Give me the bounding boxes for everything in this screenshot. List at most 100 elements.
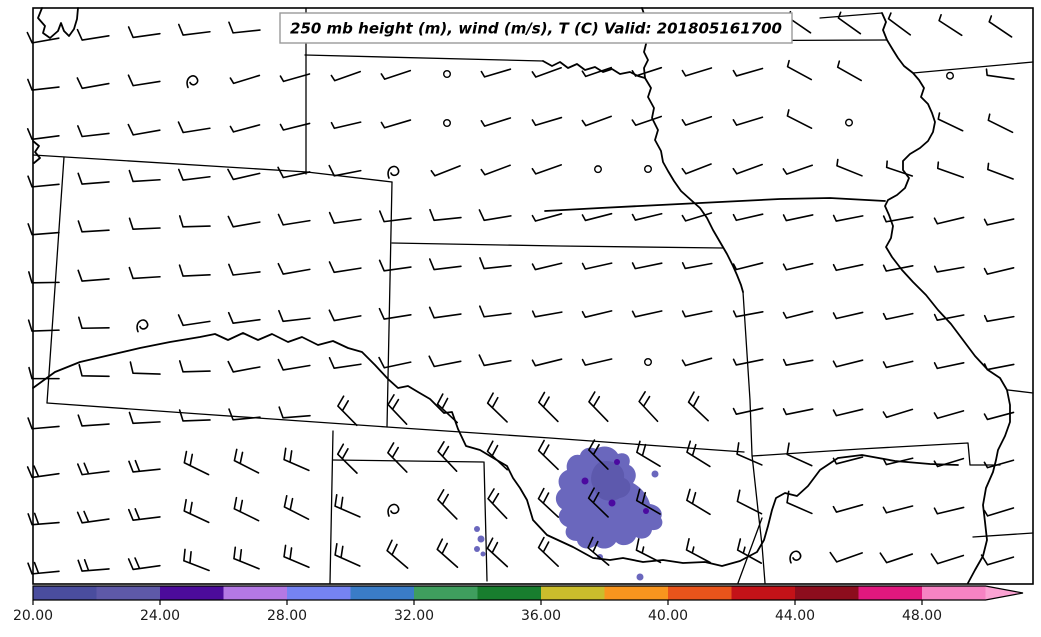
wind-barb bbox=[328, 356, 362, 370]
wind-barb bbox=[635, 538, 662, 564]
wind-barb bbox=[429, 208, 462, 222]
wind-barb bbox=[436, 393, 459, 424]
wind-barb bbox=[328, 261, 362, 274]
state-border-line bbox=[304, 54, 544, 62]
wind-barb bbox=[732, 310, 764, 318]
state-border-line bbox=[912, 61, 1034, 74]
wind-barb bbox=[328, 309, 362, 322]
wind-barb bbox=[277, 213, 311, 226]
wind-barb bbox=[732, 407, 764, 415]
wind-barb bbox=[587, 536, 610, 566]
wind-barb bbox=[687, 391, 709, 422]
state-border-line bbox=[46, 156, 65, 404]
wind-barb bbox=[183, 498, 210, 524]
state-border-line bbox=[46, 402, 745, 453]
wind-barb bbox=[988, 15, 1013, 38]
wind-barb bbox=[581, 262, 613, 270]
wind-barb bbox=[736, 489, 763, 515]
colorbar-tick-label: 20.00 bbox=[13, 608, 53, 624]
wind-barb bbox=[378, 356, 412, 369]
wind-barb bbox=[581, 310, 613, 319]
river-line bbox=[37, 7, 79, 39]
wind-barb bbox=[486, 392, 508, 423]
wind-barb bbox=[378, 259, 412, 272]
wind-barb bbox=[128, 266, 161, 280]
river-line bbox=[542, 60, 646, 79]
wind-barb bbox=[531, 310, 563, 318]
wind-barb bbox=[27, 78, 60, 91]
wind-barb bbox=[782, 408, 814, 416]
plot-border bbox=[32, 7, 1034, 585]
wind-barb bbox=[531, 213, 563, 222]
wind-barb bbox=[378, 210, 412, 223]
calm-wind-circle bbox=[443, 118, 452, 127]
wind-barb bbox=[681, 357, 713, 367]
wind-barb bbox=[77, 414, 110, 427]
wind-barb bbox=[782, 358, 814, 367]
wind-barb bbox=[436, 538, 459, 569]
wind-barb bbox=[933, 506, 965, 515]
colorbar-segment bbox=[795, 586, 859, 600]
wind-barb bbox=[531, 66, 562, 78]
wind-barb bbox=[531, 358, 563, 367]
wind-barb bbox=[837, 11, 862, 35]
wind-barb bbox=[78, 363, 110, 378]
wind-barb bbox=[930, 553, 965, 565]
wind-barb bbox=[378, 307, 412, 320]
wind-barb bbox=[732, 358, 764, 366]
wind-barb bbox=[178, 409, 211, 422]
colorbar-segment bbox=[96, 586, 161, 600]
wind-barb bbox=[76, 510, 110, 524]
wind-barb bbox=[736, 442, 763, 466]
wind-barb bbox=[581, 358, 613, 366]
wind-barb bbox=[983, 218, 1015, 226]
wind-barb bbox=[27, 512, 60, 526]
wind-barb bbox=[27, 417, 60, 430]
wind-barb bbox=[233, 448, 260, 474]
wind-barb bbox=[334, 494, 361, 518]
shaded-region-core-dot bbox=[608, 499, 616, 507]
wind-barb bbox=[732, 116, 764, 126]
wind-barb bbox=[832, 214, 864, 222]
colorbar-segment bbox=[287, 586, 351, 600]
shaded-region-core-dot bbox=[643, 508, 649, 514]
colorbar-segment bbox=[541, 586, 605, 600]
wind-barb bbox=[980, 554, 1015, 566]
wind-barb bbox=[879, 552, 914, 564]
wind-barb bbox=[283, 494, 310, 520]
wind-barb bbox=[836, 60, 862, 82]
wind-barb bbox=[127, 26, 161, 39]
wind-barb bbox=[686, 488, 711, 516]
colorbar-segment bbox=[731, 586, 796, 600]
colorbar-tick-label: 48.00 bbox=[902, 608, 942, 624]
wind-barb bbox=[183, 450, 210, 476]
wind-barb bbox=[227, 360, 261, 373]
shaded-region-satellite bbox=[480, 551, 486, 557]
wind-barb bbox=[26, 128, 60, 141]
wind-barb bbox=[983, 314, 1015, 323]
wind-barb bbox=[685, 538, 712, 564]
wind-barb bbox=[933, 457, 965, 468]
wind-barb bbox=[77, 220, 110, 233]
state-border-line bbox=[819, 12, 883, 19]
wind-barb bbox=[832, 359, 864, 368]
calm-wind-circle bbox=[443, 69, 452, 78]
wind-barb bbox=[782, 164, 814, 175]
shaded-region-satellite bbox=[474, 546, 480, 552]
wind-barb bbox=[786, 59, 813, 81]
wind-barb bbox=[428, 258, 462, 271]
wind-barb bbox=[832, 408, 864, 417]
wind-barb bbox=[588, 391, 609, 423]
wind-barb bbox=[26, 31, 60, 44]
shaded-region-satellite bbox=[636, 573, 644, 581]
state-border-line bbox=[751, 442, 1001, 466]
state-border-line bbox=[742, 291, 766, 584]
wind-barb bbox=[328, 164, 362, 177]
wind-barb bbox=[782, 214, 814, 222]
colorbar-tick-label: 24.00 bbox=[140, 608, 180, 624]
light-wind-squiggle bbox=[136, 319, 149, 333]
wind-barb bbox=[832, 263, 864, 272]
wind-barb bbox=[480, 68, 512, 78]
wind-barb bbox=[178, 264, 211, 277]
